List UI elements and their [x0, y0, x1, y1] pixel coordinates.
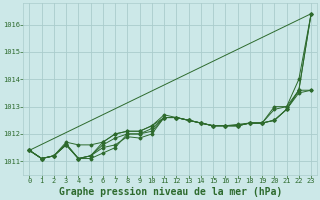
X-axis label: Graphe pression niveau de la mer (hPa): Graphe pression niveau de la mer (hPa)	[59, 187, 282, 197]
